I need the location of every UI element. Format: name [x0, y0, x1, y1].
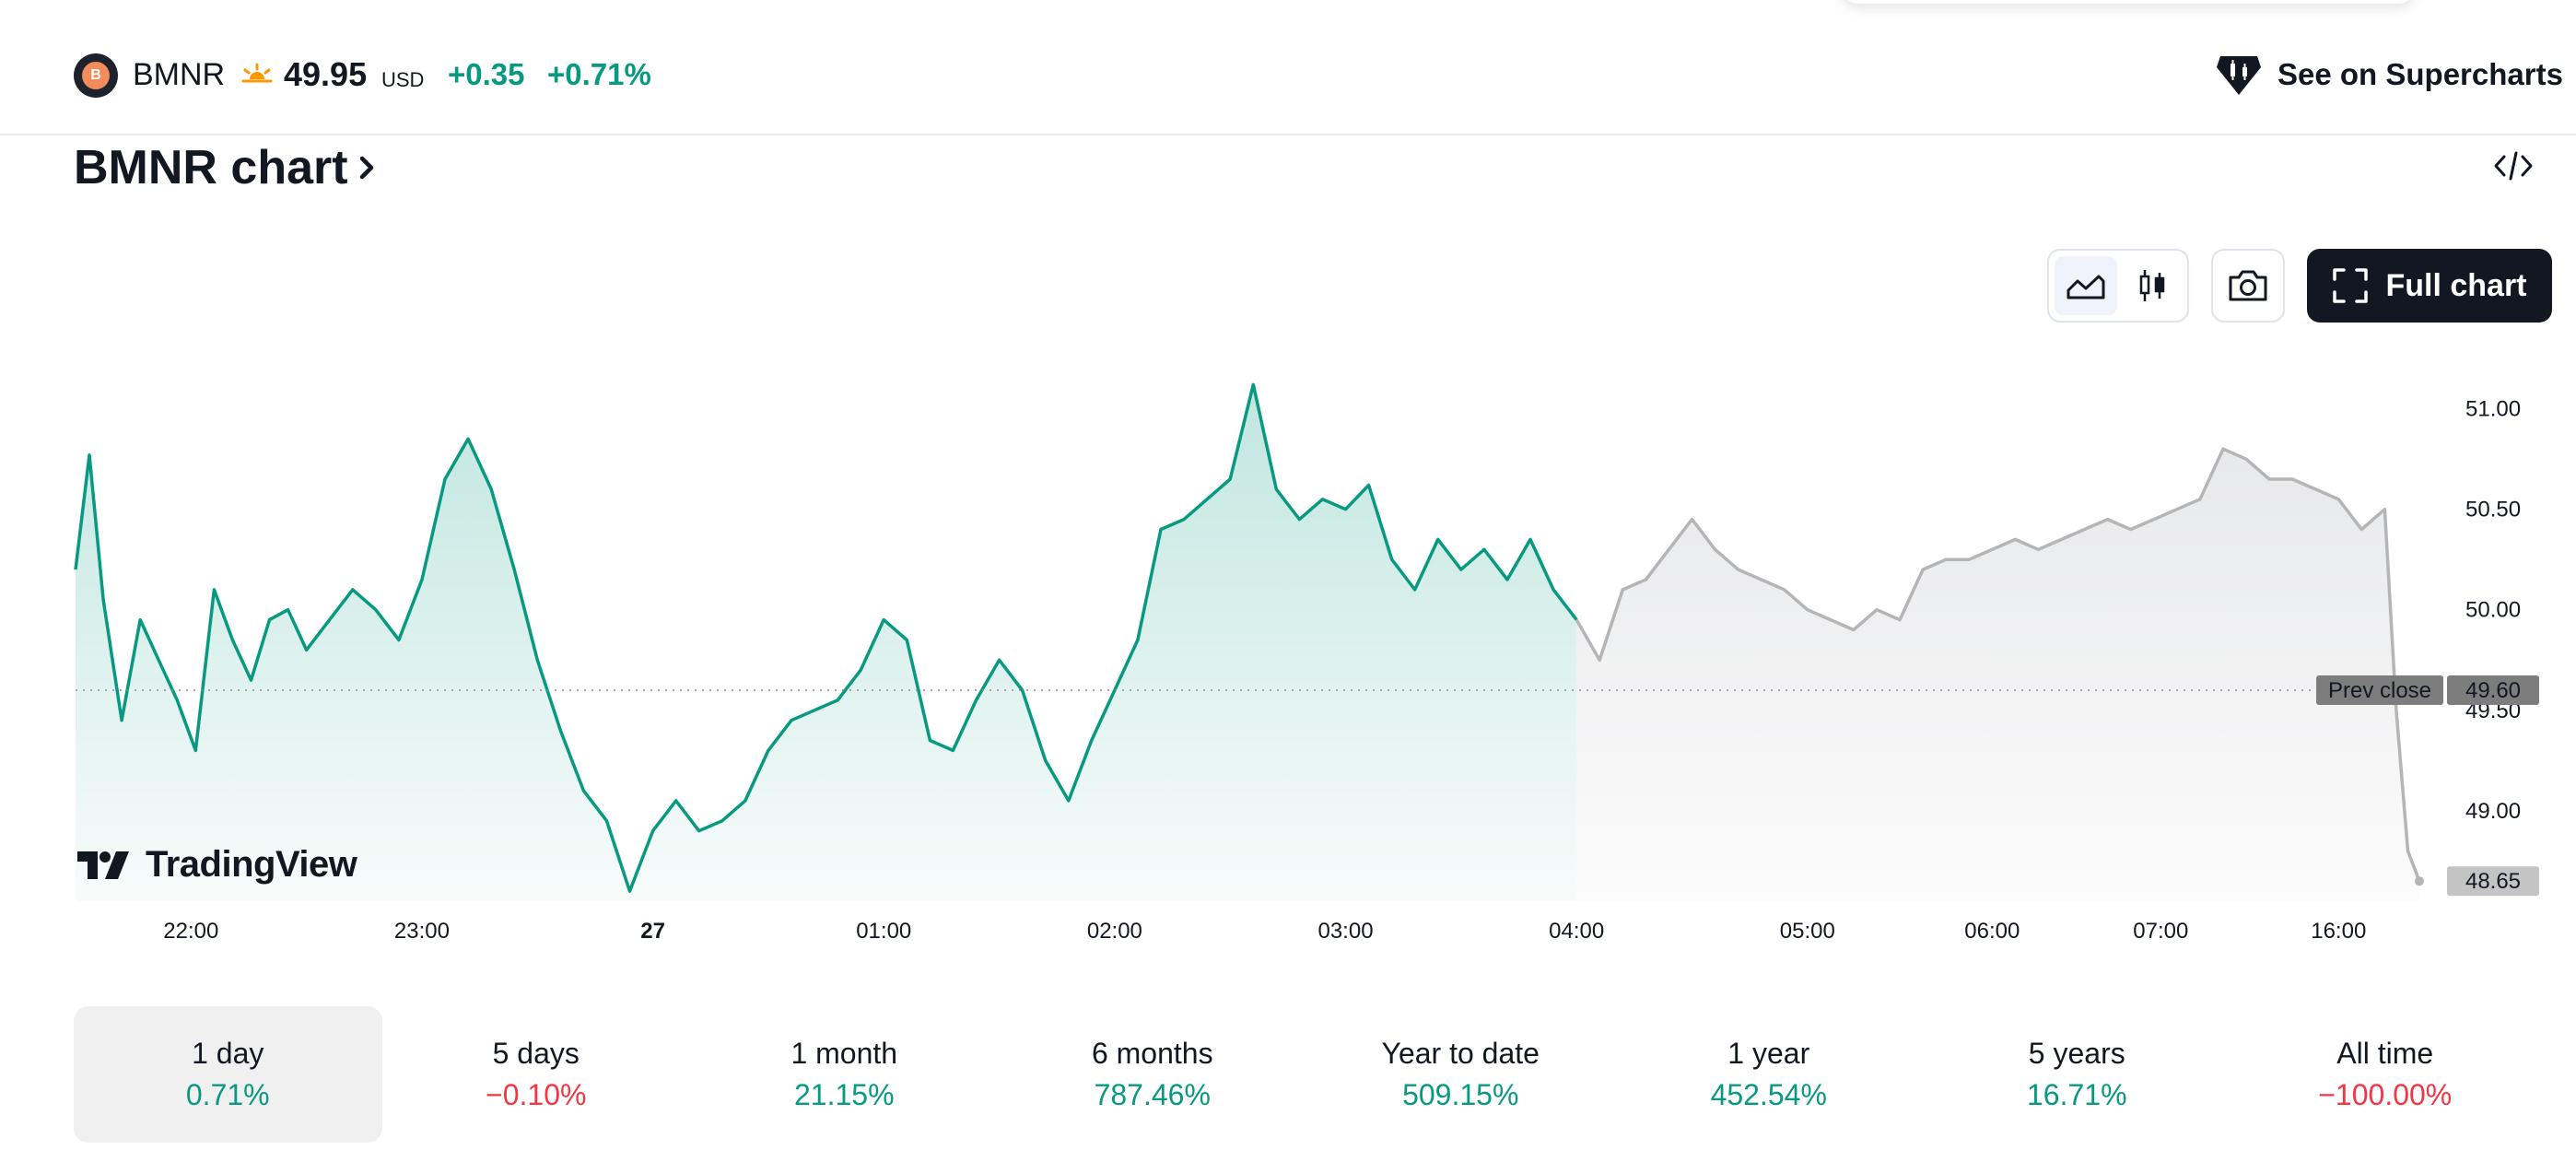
tradingview-logo-icon: [77, 851, 129, 879]
period-label: 6 months: [1091, 1037, 1213, 1070]
chevron-right-icon: [359, 156, 373, 180]
period-label: 1 year: [1727, 1037, 1810, 1070]
period-6-months[interactable]: 6 months 787.46%: [999, 1006, 1307, 1143]
prev-close-label: Prev close: [2328, 678, 2431, 703]
chart-title-link[interactable]: BMNR chart: [74, 140, 378, 195]
x-tick-label: 23:00: [394, 919, 450, 944]
x-tick-label: 07:00: [2133, 919, 2188, 944]
last-price-dot: [2415, 876, 2424, 886]
x-tick-label: 03:00: [1317, 919, 1373, 944]
period-label: 1 month: [790, 1037, 898, 1070]
price-change: +0.35: [448, 57, 525, 91]
candles-style-button[interactable]: [2121, 256, 2184, 315]
area-chart-icon: [2067, 275, 2105, 299]
period-5-days[interactable]: 5 days −0.10%: [382, 1006, 691, 1143]
full-chart-button[interactable]: Full chart: [2307, 249, 2552, 323]
regular-session-line: [74, 382, 1578, 893]
prev-close-value: 49.60: [2465, 678, 2521, 703]
period-change: 0.71%: [185, 1078, 270, 1111]
camera-icon: [2229, 270, 2267, 301]
see-on-supercharts-link[interactable]: See on Supercharts: [2215, 52, 2563, 98]
period-all-time[interactable]: All time −100.00%: [2231, 1006, 2540, 1143]
area-style-button[interactable]: [2055, 256, 2117, 315]
prev-close-tag: [2316, 675, 2443, 705]
period-label: Year to date: [1381, 1037, 1540, 1070]
period-label: 1 day: [192, 1037, 264, 1070]
y-tick-label: 51.00: [2465, 397, 2521, 422]
x-tick-label: 22:00: [163, 919, 218, 944]
period-label: All time: [2336, 1037, 2434, 1070]
period-year-to-date[interactable]: Year to date 509.15%: [1306, 1006, 1615, 1143]
period-1-day[interactable]: 1 day 0.71%: [74, 1006, 382, 1143]
currency-label: USD: [381, 68, 425, 91]
period-change: 452.54%: [1710, 1078, 1827, 1111]
regular-session-area: [76, 384, 1577, 901]
price-change-percent: +0.71%: [547, 57, 651, 91]
y-tick-label: 50.00: [2465, 598, 2521, 623]
supercharts-icon: [2217, 56, 2261, 95]
x-tick-label: 02:00: [1087, 919, 1142, 944]
fullscreen-icon: [2333, 268, 2369, 303]
period-change: 787.46%: [1094, 1078, 1211, 1111]
period-label: 5 days: [492, 1037, 580, 1070]
extended-session-line: [1575, 447, 2421, 882]
tradingview-wordmark: TradingView: [146, 844, 357, 885]
tradingview-logo[interactable]: TradingView: [76, 844, 357, 886]
popup-edge: [1843, 0, 2414, 4]
x-tick-label: 27: [640, 919, 665, 944]
symbol-logo-letter: B: [82, 62, 110, 89]
chart-title: BMNR chart: [74, 141, 348, 194]
period-1-year[interactable]: 1 year 452.54%: [1615, 1006, 1924, 1143]
period-change: 509.15%: [1402, 1078, 1519, 1111]
snapshot-button[interactable]: [2211, 249, 2285, 323]
x-tick-label: 06:00: [1964, 919, 2020, 944]
x-tick-label: 01:00: [856, 919, 911, 944]
sun-icon: [241, 63, 273, 83]
period-change: −100.00%: [2318, 1078, 2453, 1111]
y-tick-label: 50.50: [2465, 498, 2521, 522]
last-price: 49.95: [284, 55, 368, 93]
period-5-years[interactable]: 5 years 16.71%: [1923, 1006, 2231, 1143]
supercharts-label: See on Supercharts: [2277, 57, 2563, 91]
x-tick-label: 05:00: [1780, 919, 1835, 944]
embed-code-icon[interactable]: [2493, 149, 2534, 182]
period-change: 21.15%: [793, 1078, 895, 1111]
period-1-month[interactable]: 1 month 21.15%: [690, 1006, 999, 1143]
extended-session-area: [1576, 449, 2419, 901]
symbol-name[interactable]: BMNR: [133, 57, 226, 92]
symbol-logo: B: [74, 53, 118, 98]
period-change: 16.71%: [2026, 1078, 2127, 1111]
full-chart-label: Full chart: [2385, 267, 2527, 303]
prev-close-value-tag: [2447, 675, 2539, 705]
chart-style-toggle: [2047, 249, 2189, 323]
last-value-tag: [2447, 866, 2539, 897]
y-tick-label: 49.00: [2465, 799, 2521, 824]
symbol-header: B BMNR 49.95 USD +0.35 +0.71% See on Sup…: [0, 0, 2576, 135]
x-tick-label: 04:00: [1549, 919, 1604, 944]
period-label: 5 years: [2028, 1037, 2125, 1070]
period-selector: 1 day 0.71% 5 days −0.10% 1 month 21.15%…: [74, 1006, 2539, 1143]
x-tick-label: 16:00: [2311, 919, 2366, 944]
candlestick-icon: [2139, 270, 2165, 301]
last-value-label: 48.65: [2465, 869, 2521, 894]
period-change: −0.10%: [486, 1078, 587, 1111]
